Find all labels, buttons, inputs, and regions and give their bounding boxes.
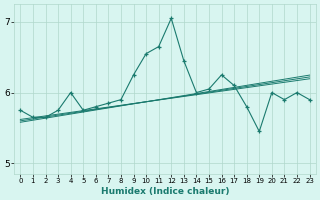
X-axis label: Humidex (Indice chaleur): Humidex (Indice chaleur) [101, 187, 229, 196]
